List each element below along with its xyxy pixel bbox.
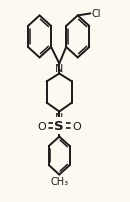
Text: CH₃: CH₃	[50, 176, 68, 186]
Text: N: N	[55, 113, 63, 122]
Text: O: O	[37, 121, 46, 131]
Text: O: O	[73, 121, 81, 131]
Text: S: S	[54, 119, 64, 132]
Text: Cl: Cl	[92, 9, 101, 19]
Text: N: N	[55, 64, 63, 74]
